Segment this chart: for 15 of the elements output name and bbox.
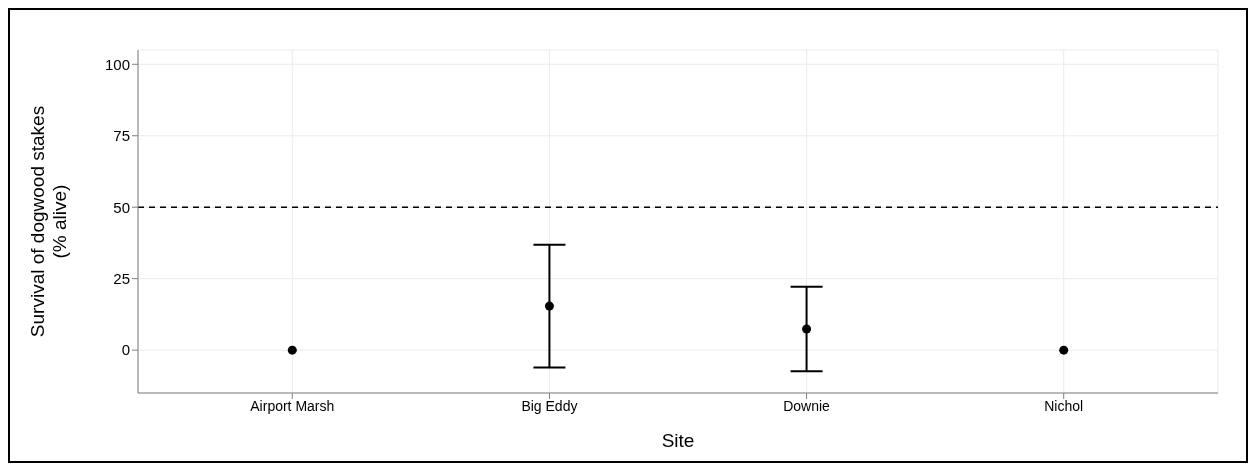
point (802, 324, 812, 334)
y-tick-label: 75 (113, 127, 130, 145)
x-tick-label: Downie (783, 397, 831, 414)
point (1059, 345, 1069, 355)
point (544, 301, 554, 311)
x-axis-title: Site (661, 430, 695, 451)
x-tick-label: Big Eddy (521, 397, 578, 414)
y-tick-label: 50 (113, 198, 130, 216)
x-tick-label: Nichol (1044, 397, 1084, 414)
point (287, 345, 297, 355)
y-tick-label: 25 (113, 269, 130, 287)
y-tick-label: 100 (104, 55, 130, 73)
y-tick-label: 0 (121, 341, 130, 359)
y-axis-title: Survival of dogwood stakes (% alive) (27, 105, 70, 338)
x-tick-label: Airport Marsh (250, 397, 335, 414)
